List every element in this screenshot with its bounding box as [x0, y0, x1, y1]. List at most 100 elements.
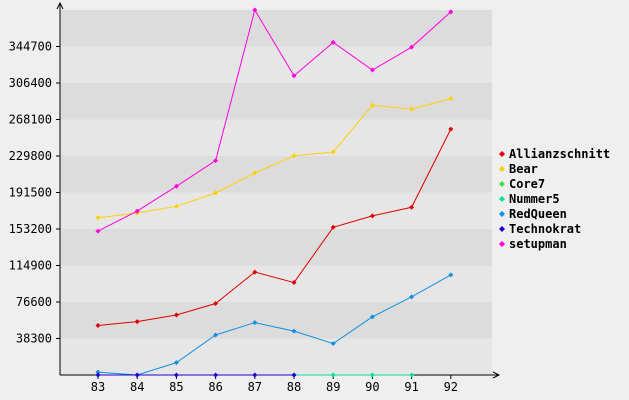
grid-band: [60, 10, 492, 47]
legend-marker: [499, 211, 505, 217]
series-bear: [95, 96, 454, 221]
data-point: [291, 328, 297, 334]
x-tick-label: 91: [404, 380, 418, 394]
x-tick-label: 86: [208, 380, 222, 394]
data-point: [291, 280, 297, 286]
data-point: [291, 73, 297, 79]
data-point: [95, 369, 101, 375]
data-point: [448, 126, 454, 132]
data-point: [95, 322, 101, 328]
series-line: [97, 128, 452, 326]
data-point: [213, 190, 219, 196]
y-tick-label: 268100: [9, 113, 52, 127]
data-point: [173, 372, 179, 378]
y-tick-label: 38300: [16, 332, 52, 346]
data-point: [330, 224, 336, 230]
legend: AllianzschnittBearCore7Nummer5RedQueenTe…: [499, 147, 610, 251]
data-point: [448, 272, 454, 278]
legend-marker: [499, 196, 505, 202]
grid-band: [60, 265, 492, 302]
data-point: [409, 44, 415, 50]
grid-bands: [60, 10, 492, 375]
y-tick-label: 306400: [9, 76, 52, 90]
x-tick-label: 92: [444, 380, 458, 394]
data-point: [173, 203, 179, 209]
legend-marker: [499, 166, 505, 172]
legend-entry: RedQueen: [509, 207, 567, 221]
legend-entry: Nummer5: [509, 192, 560, 206]
x-tick-label: 83: [91, 380, 105, 394]
legend-entry: Technokrat: [509, 222, 581, 236]
x-tick-label: 90: [365, 380, 379, 394]
data-point: [134, 372, 140, 378]
grid-band: [60, 229, 492, 266]
data-point: [213, 158, 219, 164]
data-point: [409, 204, 415, 210]
legend-entry: Allianzschnitt: [509, 147, 610, 161]
legend-marker: [499, 226, 505, 232]
data-point: [409, 372, 415, 378]
data-point: [369, 102, 375, 108]
legend-entry: Core7: [509, 177, 545, 191]
y-tick-label: 76600: [16, 295, 52, 309]
data-point: [369, 372, 375, 378]
data-point: [252, 269, 258, 275]
legend-entry: Bear: [509, 162, 538, 176]
data-point: [369, 314, 375, 320]
y-axis-ticks: 38300 76600 114900 153200 191500 229800 268100…: [9, 40, 60, 346]
series-allianzschnitt: [95, 126, 454, 328]
x-tick-label: 89: [326, 380, 340, 394]
x-tick-label: 85: [169, 380, 183, 394]
grid-band: [60, 83, 492, 120]
data-point: [95, 215, 101, 221]
data-point: [134, 208, 140, 214]
y-tick-label: 344700: [9, 40, 52, 54]
x-axis-arrow: [492, 371, 501, 379]
data-point: [213, 301, 219, 307]
data-point: [252, 7, 258, 13]
grid-band: [60, 46, 492, 83]
series-setupman: [95, 7, 454, 234]
grid-band: [60, 302, 492, 339]
data-point: [173, 360, 179, 366]
legend-marker: [499, 151, 505, 157]
data-point: [330, 372, 336, 378]
data-point: [409, 294, 415, 300]
grid-band: [60, 119, 492, 156]
x-axis-ticks: 83 84 85 86 87 88 89 90 91 92: [91, 375, 458, 394]
data-point: [95, 372, 101, 378]
x-tick-label: 88: [287, 380, 301, 394]
legend-marker: [499, 241, 505, 247]
grid-band: [60, 338, 492, 375]
series-line: [97, 274, 452, 376]
data-point: [330, 39, 336, 45]
data-point: [95, 228, 101, 234]
data-point: [173, 183, 179, 189]
grid-band: [60, 192, 492, 229]
data-point: [134, 319, 140, 325]
data-point: [369, 213, 375, 219]
x-tick-label: 87: [248, 380, 262, 394]
data-point: [330, 149, 336, 155]
data-point: [448, 96, 454, 102]
data-point: [330, 341, 336, 347]
data-point: [173, 312, 179, 318]
legend-marker: [499, 181, 505, 187]
series-technokrat: [95, 372, 297, 378]
y-axis-arrow: [56, 1, 64, 10]
data-point: [252, 170, 258, 176]
x-tick-label: 84: [130, 380, 144, 394]
data-point: [213, 332, 219, 338]
data-point: [409, 106, 415, 112]
data-point: [291, 153, 297, 159]
data-point: [252, 320, 258, 326]
y-tick-label: 153200: [9, 222, 52, 236]
legend-entry: setupman: [509, 237, 567, 251]
series-lines: [95, 7, 454, 378]
series-line: [97, 8, 452, 232]
y-tick-label: 229800: [9, 149, 52, 163]
y-tick-label: 114900: [9, 259, 52, 273]
data-point: [369, 67, 375, 73]
data-point: [291, 372, 297, 378]
